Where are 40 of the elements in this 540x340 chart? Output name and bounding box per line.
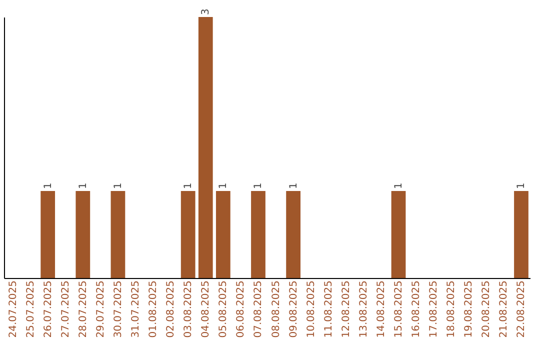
x-tick-label: 31.07.2025 — [130, 280, 142, 338]
data-label: 1 — [78, 182, 89, 189]
x-tick-label: 03.08.2025 — [183, 280, 194, 338]
x-tick-label: 06.08.2025 — [236, 280, 247, 338]
x-tick-label: 17.08.2025 — [428, 280, 440, 338]
data-label: 1 — [394, 182, 404, 189]
data-label: 1 — [218, 182, 230, 189]
x-tick-label: 11.08.2025 — [323, 280, 334, 338]
x-tick-label: 19.08.2025 — [464, 280, 475, 338]
x-tick-label: 07.08.2025 — [253, 280, 264, 338]
x-tick-label: 21.08.2025 — [498, 280, 510, 338]
x-tick-label: 04.08.2025 — [200, 280, 212, 338]
data-label: 1 — [516, 182, 528, 189]
x-tick-label: 02.08.2025 — [166, 280, 177, 338]
x-tick-label: 10.08.2025 — [306, 280, 317, 338]
x-tick-label: 01.08.2025 — [148, 280, 160, 338]
x-tick-label: 09.08.2025 — [288, 280, 300, 338]
x-tick-label: 08.08.2025 — [270, 280, 282, 338]
x-tick-label: 26.07.2025 — [42, 280, 54, 338]
x-tick-label: 15.08.2025 — [394, 280, 404, 338]
data-label: 1 — [183, 182, 194, 189]
x-tick-label: 12.08.2025 — [340, 280, 352, 338]
x-tick-label: 18.08.2025 — [446, 280, 458, 338]
x-tick-label: 27.07.2025 — [60, 280, 72, 338]
x-tick-label: 28.07.2025 — [78, 280, 89, 338]
data-label: 1 — [112, 182, 124, 189]
x-tick-label: 25.07.2025 — [25, 280, 36, 338]
x-tick-label: 14.08.2025 — [376, 280, 387, 338]
x-tick-label: 20.08.2025 — [481, 280, 492, 338]
x-tick-label: 16.08.2025 — [411, 280, 422, 338]
x-tick-label: 22.08.2025 — [516, 280, 528, 338]
x-tick-label: 29.07.2025 — [95, 280, 106, 338]
x-tick-label: 05.08.2025 — [218, 280, 230, 338]
x-tick-label: 24.07.2025 — [8, 280, 19, 338]
data-label: 1 — [42, 182, 54, 189]
data-label: 3 — [200, 8, 212, 15]
x-tick-label: 13.08.2025 — [358, 280, 370, 338]
data-label: 1 — [253, 182, 264, 189]
x-tick-label: 30.07.2025 — [112, 280, 124, 338]
data-label: 1 — [288, 182, 300, 189]
